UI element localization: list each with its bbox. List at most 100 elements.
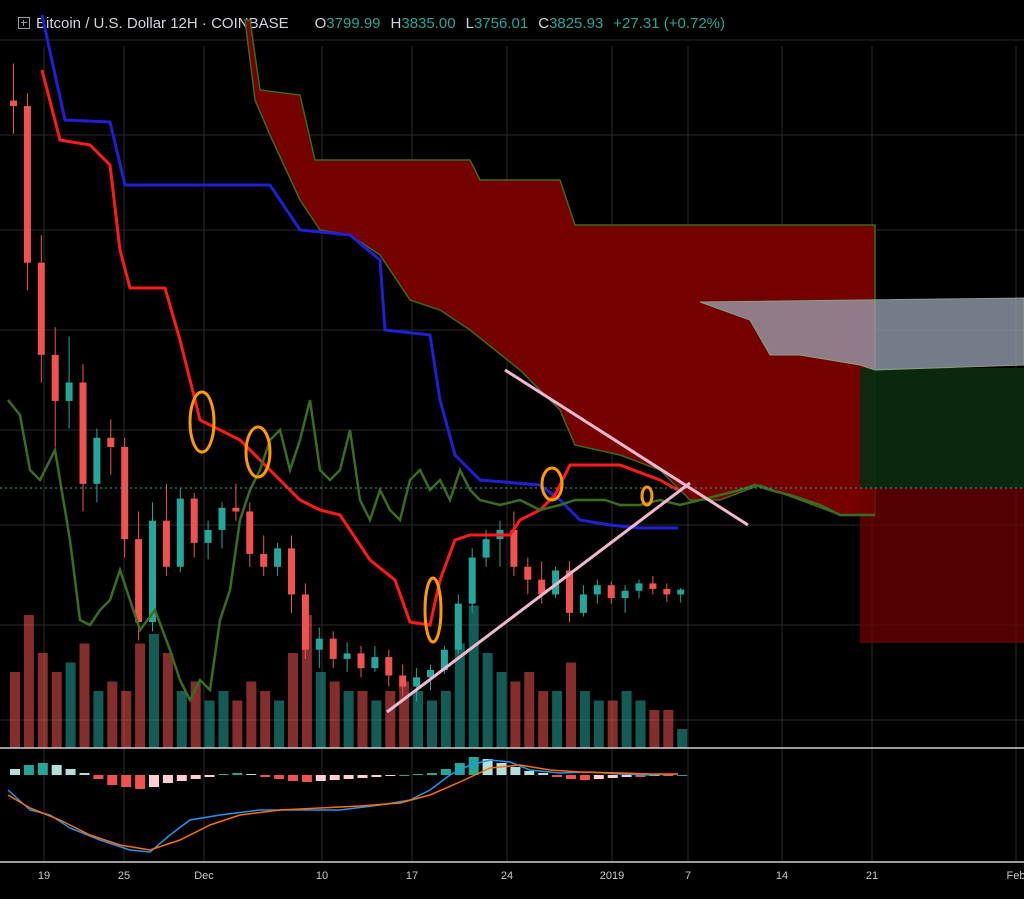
macd-histogram-bar	[566, 775, 576, 779]
volume-bar	[663, 710, 674, 748]
volume-bar	[357, 691, 368, 748]
candle-body	[274, 548, 282, 567]
candle-body	[176, 498, 184, 567]
macd-histogram-bar	[468, 757, 479, 775]
macd-histogram-bar	[10, 769, 20, 775]
macd-histogram-bar	[413, 774, 424, 775]
volume-bar	[385, 691, 396, 748]
candle-body	[65, 382, 73, 401]
candle-body	[440, 649, 448, 670]
candle-body	[93, 437, 101, 484]
macd-histogram-bar	[635, 775, 646, 777]
macd-histogram-bar	[454, 763, 465, 775]
macd-histogram-bar	[496, 763, 507, 775]
interval-label: 12H	[170, 14, 198, 32]
macd-histogram-bar	[107, 775, 118, 785]
candle-body	[121, 447, 129, 540]
ohlc-low: L3756.01	[465, 14, 529, 32]
macd-histogram-bar	[51, 765, 62, 775]
volume-bar	[343, 691, 354, 748]
macd-histogram-bar	[288, 775, 298, 781]
price-change: +27.31 (+0.72%)	[613, 14, 726, 32]
volume-bar	[635, 700, 646, 748]
volume-bar	[468, 605, 479, 748]
highlight-ellipse	[423, 576, 443, 644]
candle-body	[204, 529, 212, 543]
candle-body	[510, 529, 518, 567]
expand-icon[interactable]	[18, 17, 30, 29]
ohlc-close: C3825.93	[538, 14, 604, 32]
macd-histogram-bar	[23, 765, 34, 775]
candle-body	[677, 589, 685, 595]
macd-histogram-bar	[482, 759, 493, 775]
x-tick-label: 19	[37, 870, 51, 882]
candle-body	[385, 657, 393, 676]
candle-body	[468, 557, 476, 604]
candle-body	[454, 603, 462, 650]
tenkan-line	[40, 69, 679, 627]
volume-bar	[427, 700, 437, 748]
candle-body	[79, 382, 87, 484]
macd-histogram-bar	[579, 775, 590, 780]
ichimoku-cloud	[244, 19, 876, 516]
volume-bar	[510, 681, 521, 748]
highlight-ellipse	[188, 390, 216, 454]
volume-bar	[176, 691, 187, 748]
macd-histogram-bar	[149, 775, 159, 787]
volume-bar	[329, 681, 340, 748]
candle-body	[635, 583, 643, 591]
x-tick-label: 7	[684, 870, 692, 882]
candle-body	[371, 657, 379, 669]
macd-histogram-bar	[190, 775, 201, 779]
macd-histogram-bar	[329, 775, 340, 780]
x-tick-label: 2019	[599, 870, 625, 882]
volume-bar	[524, 672, 535, 748]
volume-bar	[232, 700, 243, 748]
candlesticks	[10, 63, 685, 702]
macd-histogram-bar	[385, 775, 396, 776]
macd-histogram-bar	[65, 769, 76, 775]
macd-histogram-bar	[343, 775, 354, 779]
volume-bar	[413, 691, 424, 748]
x-tick-label: 10	[315, 870, 329, 882]
volume-bar	[315, 672, 326, 748]
candle-body	[218, 507, 226, 530]
candle-body	[51, 354, 59, 401]
chart-header: Bitcoin / U.S. Dollar 12H · COINBASE O37…	[0, 0, 1024, 46]
candle-body	[190, 498, 198, 543]
candle-body	[288, 548, 295, 595]
macd-histogram-bar	[371, 775, 382, 777]
volume-bar	[10, 672, 20, 748]
volume-bar	[288, 653, 298, 748]
ohlc-readout: O3799.99 H3835.00 L3756.01 C3825.93 +27.…	[315, 15, 725, 32]
ohlc-open: O3799.99	[314, 14, 381, 32]
symbol-name: Bitcoin / U.S. Dollar	[36, 14, 167, 32]
macd-histogram-bar	[232, 773, 243, 775]
candle-body	[552, 570, 560, 595]
volume-bar	[135, 643, 146, 748]
volume-bar	[204, 700, 215, 748]
macd-histogram-bar	[260, 775, 271, 777]
volume-bar	[218, 691, 229, 748]
x-tick-label: 25	[117, 870, 131, 882]
volume-bar	[162, 653, 173, 748]
kijun-line	[40, 14, 678, 530]
candle-body	[107, 437, 115, 447]
candle-body	[566, 570, 573, 613]
volume-bar	[399, 681, 410, 748]
candle-body	[399, 675, 407, 687]
macd-histogram-bar	[79, 773, 90, 775]
macd-histogram-bar	[621, 775, 632, 777]
volume-bar	[607, 700, 618, 748]
macd-histogram-bar	[37, 763, 48, 775]
highlight-ellipse	[640, 485, 654, 507]
macd-signal-line	[7, 764, 678, 851]
macd-histogram-bar	[274, 775, 285, 779]
x-tick-label: 24	[500, 870, 514, 882]
macd-histogram-bar	[593, 775, 604, 779]
macd-histogram-bar	[301, 775, 312, 782]
macd-histogram-bar	[677, 775, 688, 776]
candle-body	[538, 579, 546, 595]
volume-bar	[79, 643, 90, 748]
